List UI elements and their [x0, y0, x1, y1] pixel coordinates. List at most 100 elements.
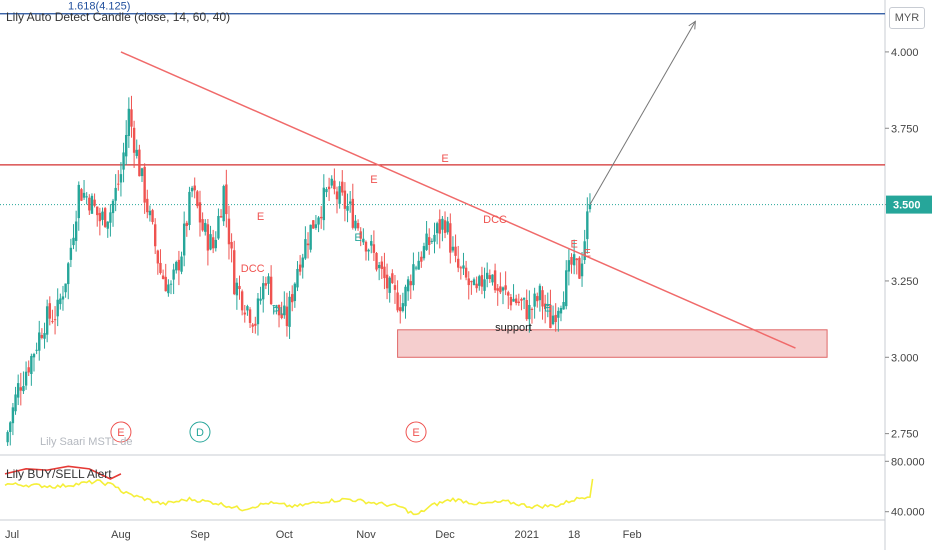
candle-body	[435, 223, 439, 234]
candle-body	[393, 285, 397, 290]
candle-body	[109, 212, 112, 223]
candle-body	[330, 178, 333, 186]
candle-body	[399, 307, 402, 312]
candle-body	[428, 237, 431, 245]
candle-body	[201, 219, 204, 231]
candle-body	[80, 189, 83, 201]
pattern-marker: E	[584, 248, 591, 260]
candle-body	[82, 192, 86, 198]
candle-body	[103, 208, 107, 227]
candle-body	[491, 274, 494, 283]
candle-body	[483, 279, 486, 291]
candle-body	[317, 217, 320, 225]
event-marker	[110, 421, 132, 443]
pattern-marker: E	[570, 238, 577, 250]
pattern-marker: E	[441, 153, 448, 165]
candle-body	[230, 241, 233, 249]
candle-body	[562, 301, 565, 310]
candle-body	[114, 187, 117, 201]
candle-body	[45, 306, 49, 335]
candle-body	[348, 201, 352, 204]
currency-button[interactable]: MYR	[889, 7, 925, 29]
candle-body	[470, 281, 473, 283]
candle-body	[277, 304, 281, 316]
candle-body	[314, 224, 318, 228]
support-label: support	[495, 322, 532, 334]
candle-body	[551, 315, 555, 325]
candle-body	[325, 189, 328, 193]
candle-body	[188, 191, 191, 226]
candle-body	[85, 196, 88, 198]
candle-body	[420, 256, 423, 262]
candle-body	[51, 321, 54, 323]
candle-body	[549, 304, 552, 329]
candle-body	[451, 246, 455, 251]
candle-body	[388, 277, 391, 293]
candle-body	[372, 244, 376, 253]
candle-body	[291, 294, 294, 303]
candle-body	[111, 200, 115, 214]
y-tick-label: 2.750	[891, 429, 919, 441]
candle-body	[565, 270, 568, 307]
candle-body	[446, 221, 449, 233]
candle-body	[151, 210, 154, 223]
candle-body	[557, 310, 560, 318]
candle-body	[227, 218, 231, 245]
candle-body	[414, 267, 418, 269]
candle-body	[454, 246, 457, 256]
candle-body	[288, 296, 291, 327]
candle-body	[153, 224, 157, 247]
candle-body	[198, 202, 202, 223]
projection-arrowhead	[688, 20, 696, 30]
candle-body	[380, 261, 383, 269]
candle-body	[370, 241, 373, 246]
candle-body	[125, 134, 128, 157]
y-tick-label: 3.750	[891, 123, 919, 135]
candle-body	[159, 262, 162, 273]
candle-body	[262, 283, 265, 300]
candle-body	[119, 174, 123, 183]
candle-body	[554, 314, 557, 323]
fib-extension-label: 1.618(4.125)	[68, 1, 130, 13]
candle-body	[122, 152, 125, 170]
candle-body	[304, 239, 307, 259]
candle-body	[185, 222, 189, 227]
candle-body	[485, 272, 489, 279]
candle-body	[256, 298, 260, 325]
candle-body	[35, 349, 38, 351]
candle-body	[6, 432, 9, 443]
x-tick-label: Sep	[190, 529, 210, 541]
candle-body	[238, 285, 241, 289]
candle-body	[501, 287, 505, 291]
event-marker-label: E	[412, 427, 419, 439]
candle-body	[38, 332, 41, 351]
candle-body	[433, 234, 436, 242]
candle-body	[93, 199, 96, 206]
candle-body	[457, 258, 460, 268]
x-tick-label: 18	[568, 529, 580, 541]
candle-body	[214, 239, 217, 249]
candle-body	[522, 297, 526, 300]
candle-body	[396, 292, 399, 311]
candle-body	[362, 238, 365, 243]
candle-body	[138, 149, 141, 177]
candle-body	[267, 276, 270, 284]
watermark: Lily Saari MSTL de	[40, 436, 133, 448]
candle-body	[488, 275, 492, 280]
candle-body	[530, 308, 534, 310]
candle-body	[406, 279, 410, 292]
pattern-marker: E	[257, 211, 264, 223]
y-tick-label: 3.000	[891, 352, 919, 364]
candle-body	[172, 269, 175, 280]
event-marker-label: D	[196, 427, 204, 439]
candle-body	[190, 187, 194, 192]
candle-body	[528, 304, 531, 320]
event-marker	[189, 421, 211, 443]
candle-body	[404, 286, 407, 307]
candle-body	[578, 257, 581, 279]
y-tick-label: 3.250	[891, 276, 919, 288]
candle-body	[583, 241, 586, 261]
candle-body	[319, 216, 323, 219]
